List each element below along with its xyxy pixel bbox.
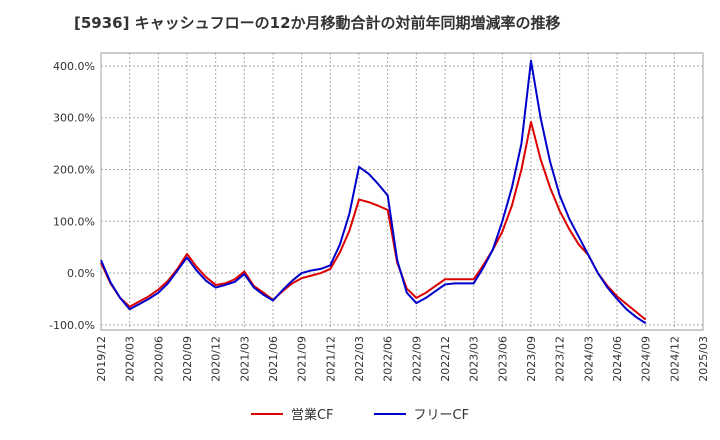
x-tick-label: 2024/12 <box>668 336 681 382</box>
plot-area <box>100 52 704 331</box>
series-line-2 <box>100 59 647 325</box>
x-tick-label: 2020/12 <box>210 336 223 382</box>
legend-swatch <box>373 412 406 415</box>
x-tick-label: 2024/09 <box>640 336 653 382</box>
y-tick-label: 400.0% <box>53 60 95 73</box>
x-tick-label: 2025/03 <box>697 336 710 382</box>
legend-label: フリーCF <box>413 408 470 423</box>
x-tick-label: 2023/06 <box>496 336 509 382</box>
x-tick-label: 2021/06 <box>267 336 280 382</box>
x-tick-label: 2024/03 <box>582 336 595 382</box>
x-tick-label: 2021/03 <box>238 336 251 382</box>
x-tick-label: 2020/03 <box>124 336 137 382</box>
x-tick-label: 2019/12 <box>95 336 108 382</box>
legend-label: 営業CF <box>290 408 334 423</box>
x-tick-label: 2023/12 <box>554 336 567 382</box>
x-tick-label: 2021/09 <box>296 336 309 382</box>
x-tick-label: 2020/09 <box>181 336 194 382</box>
chart-legend: 営業CF フリーCF <box>0 404 720 423</box>
series-line-1 <box>100 120 647 321</box>
legend-item-2: フリーCF <box>373 404 470 423</box>
x-tick-label: 2020/06 <box>152 336 165 382</box>
x-tick-label: 2024/06 <box>611 336 624 382</box>
x-tick-label: 2023/03 <box>468 336 481 382</box>
chart-title: [5936] キャッシュフローの12か月移動合計の対前年同期増減率の推移 <box>74 14 561 32</box>
y-tick-label: -100.0% <box>49 319 95 332</box>
y-tick-label: 200.0% <box>53 163 95 176</box>
x-tick-label: 2022/06 <box>382 336 395 382</box>
legend-item-1: 営業CF <box>250 404 334 423</box>
x-tick-label: 2023/09 <box>525 336 538 382</box>
x-tick-label: 2022/12 <box>439 336 452 382</box>
legend-swatch <box>250 412 283 415</box>
y-tick-label: 300.0% <box>53 112 95 125</box>
y-tick-label: 0.0% <box>67 267 95 280</box>
y-tick-label: 100.0% <box>53 215 95 228</box>
x-tick-label: 2022/09 <box>410 336 423 382</box>
x-tick-label: 2022/03 <box>353 336 366 382</box>
x-tick-label: 2021/12 <box>324 336 337 382</box>
